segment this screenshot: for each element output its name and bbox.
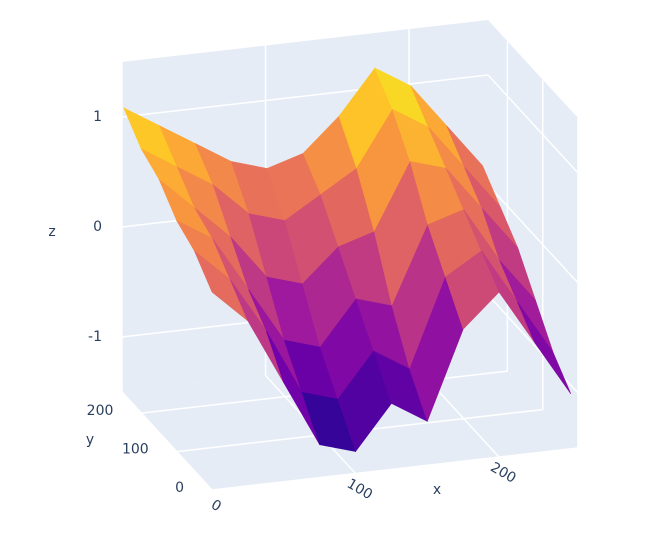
y-tick-label: 100 <box>122 442 149 458</box>
z-tick-label: 0 <box>93 219 102 235</box>
x-tick-label: 0 <box>208 497 224 515</box>
surface <box>123 67 572 453</box>
z-axis-title: z <box>48 224 55 240</box>
z-tick-label: -1 <box>88 329 102 345</box>
z-tick-label: 1 <box>93 109 102 125</box>
surface-cell <box>517 301 572 394</box>
y-tick-label: 0 <box>175 480 184 496</box>
grid-line <box>211 447 579 491</box>
y-tick-label: 200 <box>87 403 114 419</box>
x-axis-title: x <box>433 482 441 498</box>
grid-line <box>487 184 579 284</box>
x-tick-label: 100 <box>344 476 375 503</box>
grid-line <box>121 391 213 491</box>
x-tick-label: 200 <box>487 459 518 486</box>
grid-line <box>487 74 579 174</box>
y-axis-title: y <box>86 432 94 448</box>
grid-line <box>121 74 489 118</box>
